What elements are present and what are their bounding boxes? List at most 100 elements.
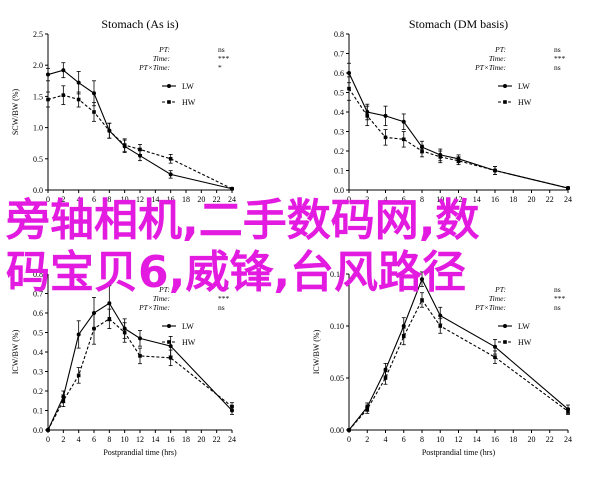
x-tick-label: 12 xyxy=(455,435,463,444)
legend-label: HW xyxy=(518,338,532,347)
y-tick-label: 0.2 xyxy=(334,147,344,156)
y-tick-label: 0.00 xyxy=(330,426,344,435)
x-tick-label: 20 xyxy=(528,435,536,444)
y-tick-label: 0.1 xyxy=(33,407,43,416)
legend-entry: HW xyxy=(162,98,196,107)
y-tick-label: 0.8 xyxy=(334,30,344,39)
series-hw xyxy=(347,292,570,432)
stat-value: ns xyxy=(554,45,561,54)
x-tick-label: 0 xyxy=(347,195,351,204)
data-point xyxy=(107,301,112,306)
x-tick-label: 0 xyxy=(46,435,50,444)
y-tick-label: 1.0 xyxy=(33,124,43,133)
legend-marker xyxy=(167,340,171,344)
legend-entry: HW xyxy=(498,338,532,347)
data-point xyxy=(347,71,351,75)
chart-title: Stomach (DM basis) xyxy=(409,17,508,31)
x-tick-label: 12 xyxy=(455,195,463,204)
legend-entry: HW xyxy=(162,338,196,347)
data-point xyxy=(46,72,50,77)
x-tick-label: 14 xyxy=(151,435,159,444)
data-point xyxy=(122,143,127,147)
x-tick-label: 18 xyxy=(182,195,190,204)
y-tick-label: 0.05 xyxy=(330,374,344,383)
series-lw xyxy=(347,271,570,432)
x-tick-label: 6 xyxy=(402,435,406,444)
x-tick-label: 2 xyxy=(365,195,369,204)
data-point xyxy=(138,336,142,341)
x-tick-label: 24 xyxy=(564,435,572,444)
x-tick-label: 2 xyxy=(365,435,369,444)
series-hw xyxy=(347,76,570,190)
stat-label: Time: xyxy=(153,54,170,63)
data-point xyxy=(347,428,351,432)
data-point xyxy=(383,135,388,140)
x-tick-label: 6 xyxy=(92,195,96,204)
chart-panel-icw-right: 0.000.050.100.150 2 4 6 8 10 12 14 16 18 20 22 24Pos… xyxy=(312,270,572,457)
legend-label: HW xyxy=(182,338,196,347)
data-point xyxy=(61,93,66,97)
data-point xyxy=(401,137,406,142)
y-tick-label: 0.15 xyxy=(330,270,344,279)
data-point xyxy=(168,172,173,177)
legend-entry: LW xyxy=(498,322,530,331)
data-point xyxy=(438,155,443,159)
x-tick-label: 24 xyxy=(228,195,236,204)
y-tick-label: 0.0 xyxy=(334,186,344,195)
x-axis-label: Postprandial time (hrs) xyxy=(103,448,177,457)
chart-panel-stomach-dm-basis: 0.00.10.20.30.40.50.60.70.80 2 4 6 8 10 12 14 16… xyxy=(334,17,572,204)
y-tick-label: 0.5 xyxy=(334,89,344,98)
stat-label: PT×Time: xyxy=(138,303,170,312)
chart-title: Stomach (As is) xyxy=(101,17,178,31)
x-tick-label: 0 xyxy=(347,435,351,444)
stat-value: ns xyxy=(218,303,225,312)
x-tick-label: 10 xyxy=(121,435,129,444)
x-tick-label: 2 xyxy=(61,435,65,444)
stat-value: *** xyxy=(218,285,230,294)
stat-label: Time: xyxy=(489,294,506,303)
data-point xyxy=(76,332,81,337)
data-point xyxy=(456,158,461,163)
y-axis-label: ICW/BW (%) xyxy=(312,329,321,374)
x-tick-label: 2 xyxy=(61,195,65,204)
data-point xyxy=(566,186,570,190)
stat-value: ns xyxy=(554,303,561,312)
x-tick-label: 16 xyxy=(491,195,499,204)
x-tick-label: 16 xyxy=(167,435,175,444)
series-line xyxy=(348,72,569,189)
legend-label: HW xyxy=(518,98,532,107)
legend-marker xyxy=(167,100,171,104)
y-tick-label: 0.7 xyxy=(334,50,344,59)
data-point xyxy=(92,110,96,114)
x-tick-label: 20 xyxy=(528,195,536,204)
data-point xyxy=(61,68,66,73)
y-tick-label: 2.5 xyxy=(33,30,43,39)
x-tick-label: 8 xyxy=(107,195,111,204)
legend-label: LW xyxy=(518,82,530,91)
y-tick-label: 0.0 xyxy=(33,186,43,195)
stat-label: PT: xyxy=(494,45,506,54)
data-point xyxy=(401,119,406,124)
legend-entry: LW xyxy=(498,82,530,91)
y-tick-label: 0.8 xyxy=(33,270,43,279)
stat-label: Time: xyxy=(153,294,170,303)
x-tick-label: 4 xyxy=(77,435,81,444)
y-tick-label: 0.5 xyxy=(33,329,43,338)
y-tick-label: 0.3 xyxy=(33,368,43,377)
x-tick-label: 24 xyxy=(228,435,236,444)
x-tick-label: 6 xyxy=(92,435,96,444)
x-tick-label: 20 xyxy=(197,435,205,444)
data-point xyxy=(401,334,406,339)
data-point xyxy=(383,367,388,372)
data-point xyxy=(438,313,443,318)
legend-label: LW xyxy=(518,322,530,331)
data-point xyxy=(46,97,50,102)
data-point xyxy=(566,409,570,414)
x-tick-label: 24 xyxy=(564,195,572,204)
series-line xyxy=(47,94,233,190)
y-axis-label: SCW/BW (%) xyxy=(11,89,20,136)
data-point xyxy=(76,97,81,102)
legend-label: HW xyxy=(182,98,196,107)
data-point xyxy=(138,354,142,358)
data-point xyxy=(383,113,388,118)
